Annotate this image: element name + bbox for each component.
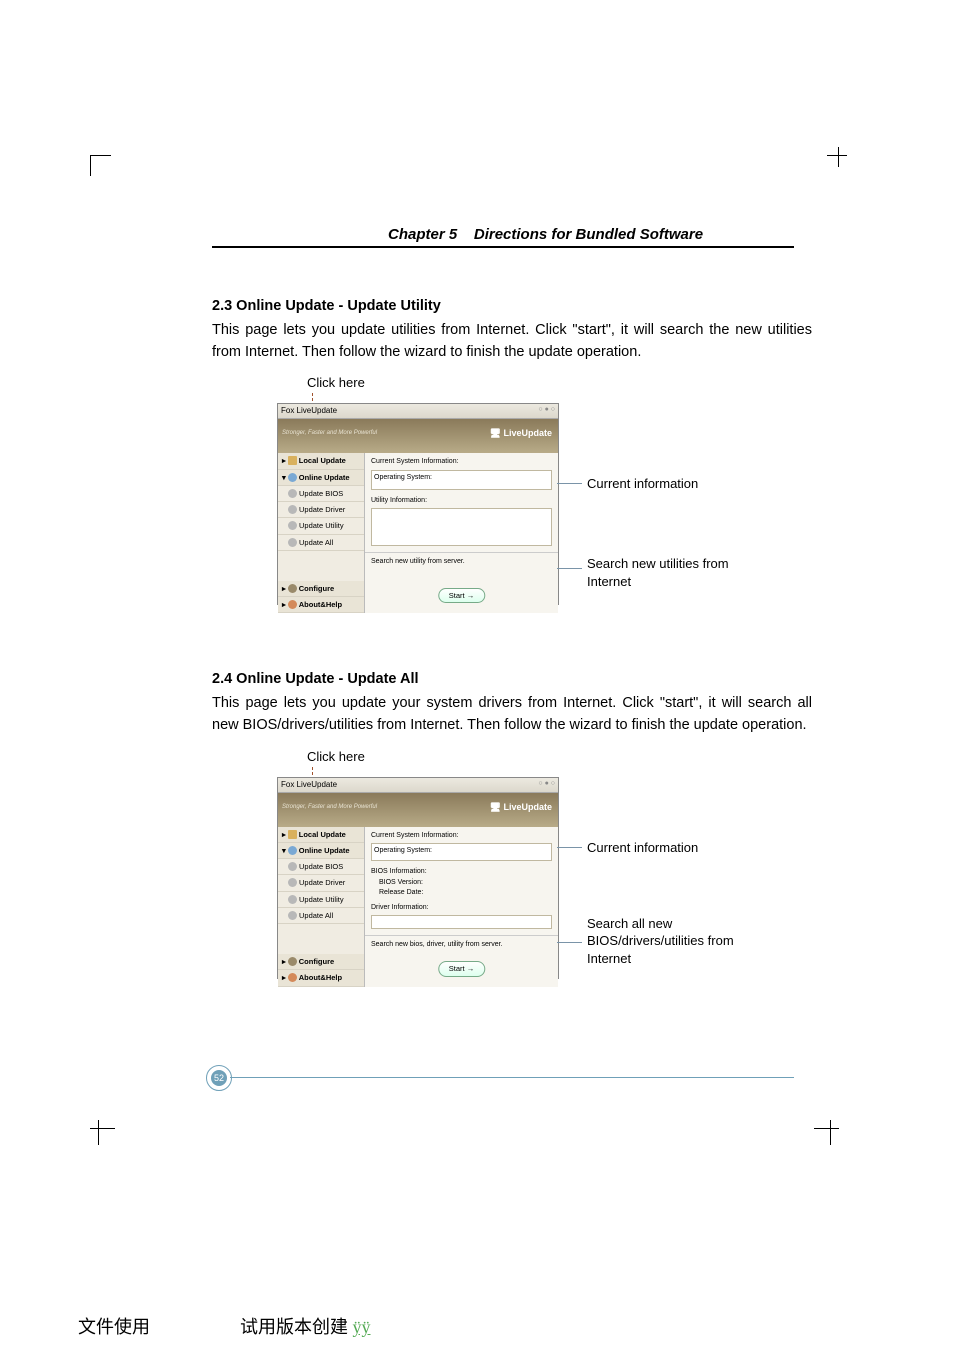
body-text: This page lets you update utilities from… xyxy=(212,320,812,364)
nav-local-update[interactable]: ▸ Local Update xyxy=(278,453,364,469)
window-controls[interactable]: ○ ● ○ xyxy=(538,779,555,791)
callout-search: Search new utilities from Internet xyxy=(587,555,757,590)
disc-icon xyxy=(288,862,297,871)
chapter-number: Chapter 5 xyxy=(388,226,457,243)
nav-online-update[interactable]: ▾ Online Update xyxy=(278,843,364,859)
nav-update-utility[interactable]: Update Utility xyxy=(278,892,364,908)
start-button[interactable]: Start → xyxy=(438,588,485,603)
disc-icon xyxy=(288,911,297,920)
help-icon xyxy=(288,600,297,609)
start-button[interactable]: Start → xyxy=(438,961,485,976)
window-controls[interactable]: ○ ● ○ xyxy=(538,405,555,417)
nav-configure[interactable]: ▸ Configure xyxy=(278,581,364,597)
callout-line xyxy=(557,942,582,943)
page-number-badge: 52 xyxy=(206,1065,232,1091)
globe-icon xyxy=(288,846,297,855)
pane-heading: Current System Information: xyxy=(371,457,552,468)
driver-info-box xyxy=(371,915,552,929)
disc-icon xyxy=(288,521,297,530)
banner-brand: LiveUpdate xyxy=(503,802,552,812)
disc-icon xyxy=(288,505,297,514)
chapter-title: Directions for Bundled Software xyxy=(474,226,703,243)
window-banner: Stronger, Faster and More Powerful 🖥 Liv… xyxy=(278,793,558,827)
crop-mark xyxy=(819,155,839,175)
release-date-label: Release Date: xyxy=(371,888,552,899)
crop-mark xyxy=(90,155,111,176)
nav-update-bios[interactable]: Update BIOS xyxy=(278,859,364,875)
section-title: 2.4 Online Update - Update All xyxy=(212,669,812,691)
folder-icon xyxy=(288,456,297,465)
chapter-header: Chapter 5 Directions for Bundled Softwar… xyxy=(388,226,703,243)
figure-24: Click here Fox LiveUpdate ○ ● ○ Stronger… xyxy=(212,747,812,997)
nav-about-help[interactable]: ▸ About&Help xyxy=(278,970,364,986)
nav-local-update[interactable]: ▸ Local Update xyxy=(278,827,364,843)
callout-line xyxy=(557,847,582,848)
bios-version-label: BIOS Version: xyxy=(371,878,552,889)
disc-icon xyxy=(288,538,297,547)
figure-23: Click here Fox LiveUpdate ○ ● ○ Stronger… xyxy=(212,373,812,623)
help-icon xyxy=(288,973,297,982)
footer-rule xyxy=(230,1077,794,1078)
divider xyxy=(365,552,558,553)
nav-update-driver[interactable]: Update Driver xyxy=(278,875,364,891)
disc-icon xyxy=(288,895,297,904)
nav-update-all[interactable]: Update All xyxy=(278,908,364,924)
nav-panel: ▸ Local Update ▾ Online Update Update BI… xyxy=(278,453,365,613)
footer-right-text: 试用版本创建 ÿÿ xyxy=(240,1313,371,1339)
nav-configure[interactable]: ▸ Configure xyxy=(278,954,364,970)
footer-link[interactable]: ÿÿ xyxy=(353,1317,371,1337)
liveupdate-window: Fox LiveUpdate ○ ● ○ Stronger, Faster an… xyxy=(277,777,559,979)
banner-slogan: Stronger, Faster and More Powerful xyxy=(282,429,377,438)
nav-online-update[interactable]: ▾ Online Update xyxy=(278,470,364,486)
folder-icon xyxy=(288,830,297,839)
window-titlebar: Fox LiveUpdate ○ ● ○ xyxy=(278,778,558,793)
callout-current-info: Current information xyxy=(587,475,698,493)
nav-update-utility[interactable]: Update Utility xyxy=(278,518,364,534)
nav-about-help[interactable]: ▸ About&Help xyxy=(278,597,364,613)
bios-label: BIOS Information: xyxy=(371,867,552,878)
disc-icon xyxy=(288,489,297,498)
window-titlebar: Fox LiveUpdate ○ ● ○ xyxy=(278,404,558,419)
banner-slogan: Stronger, Faster and More Powerful xyxy=(282,803,377,812)
gear-icon xyxy=(288,957,297,966)
footer-left-text: 文件使用 xyxy=(78,1313,150,1339)
page: Chapter 5 Directions for Bundled Softwar… xyxy=(0,0,954,1349)
window-title: Fox LiveUpdate xyxy=(281,779,337,791)
callout-search: Search all new BIOS/drivers/utilities fr… xyxy=(587,915,767,968)
page-content: 2.3 Online Update - Update Utility This … xyxy=(212,280,812,997)
banner-brand: LiveUpdate xyxy=(503,428,552,438)
content-pane: Current System Information: Operating Sy… xyxy=(365,827,558,987)
os-info-box: Operating System: xyxy=(371,843,552,861)
section-title: 2.3 Online Update - Update Utility xyxy=(212,296,812,318)
click-here-label: Click here xyxy=(307,747,365,767)
crop-mark xyxy=(90,1120,115,1145)
liveupdate-window: Fox LiveUpdate ○ ● ○ Stronger, Faster an… xyxy=(277,403,559,605)
globe-icon xyxy=(288,473,297,482)
content-pane: Current System Information: Operating Sy… xyxy=(365,453,558,613)
window-title: Fox LiveUpdate xyxy=(281,405,337,417)
callout-line xyxy=(557,483,582,484)
search-label: Search new bios, driver, utility from se… xyxy=(371,940,552,951)
nav-update-all[interactable]: Update All xyxy=(278,535,364,551)
click-here-label: Click here xyxy=(307,373,365,393)
driver-label: Driver Information: xyxy=(371,903,552,914)
body-text: This page lets you update your system dr… xyxy=(212,693,812,737)
disc-icon xyxy=(288,878,297,887)
nav-panel: ▸ Local Update ▾ Online Update Update BI… xyxy=(278,827,365,987)
nav-update-driver[interactable]: Update Driver xyxy=(278,502,364,518)
search-label: Search new utility from server. xyxy=(371,557,552,568)
nav-update-bios[interactable]: Update BIOS xyxy=(278,486,364,502)
gear-icon xyxy=(288,584,297,593)
divider xyxy=(365,935,558,936)
callout-line xyxy=(557,568,582,569)
os-info-box: Operating System: xyxy=(371,470,552,490)
page-number: 52 xyxy=(211,1070,227,1086)
callout-current-info: Current information xyxy=(587,839,698,857)
window-banner: Stronger, Faster and More Powerful 🖥 Liv… xyxy=(278,419,558,453)
util-info-box xyxy=(371,508,552,546)
crop-mark xyxy=(814,1120,839,1145)
util-label: Utility Information: xyxy=(371,496,552,507)
pane-heading: Current System Information: xyxy=(371,831,552,842)
header-rule xyxy=(212,246,794,248)
